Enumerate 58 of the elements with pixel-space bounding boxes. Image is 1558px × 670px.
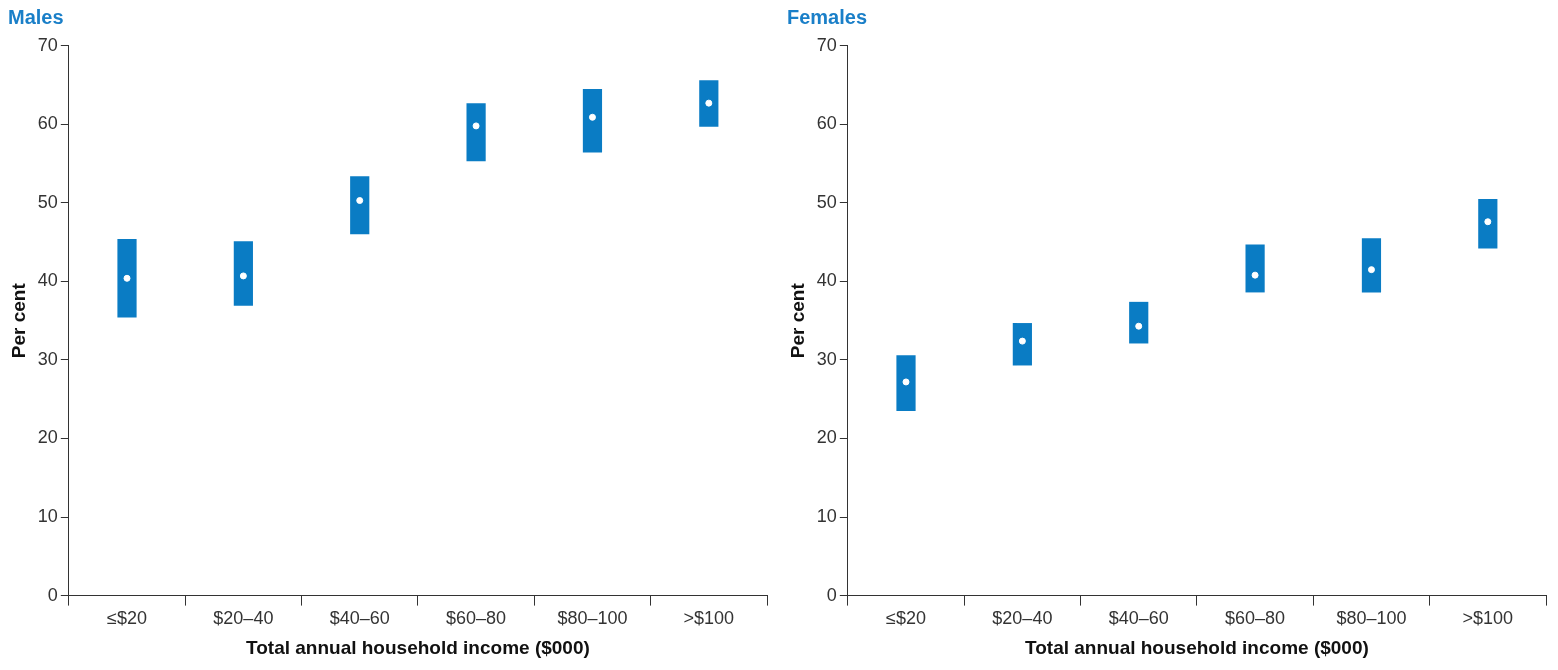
y-tick-label: 10 [816,506,837,527]
bar [1478,198,1498,249]
y-tick-label: 50 [37,191,58,212]
x-tick-label: ≤$20 [886,608,926,629]
y-axis-title: Per cent [7,282,29,359]
x-tick-label: $80–100 [557,608,628,629]
point [123,274,131,282]
bar [233,241,253,306]
x-tick-label: $40–60 [1108,608,1169,629]
y-tick-label: 20 [37,427,58,448]
point [356,197,364,205]
point [1251,271,1259,279]
point [1367,266,1375,274]
x-axis-title: Total annual household income ($000) [246,636,590,658]
bar [582,89,603,153]
y-tick-label: 0 [47,584,58,605]
y-tick-label: 40 [816,270,837,291]
y-tick-label: 60 [37,113,58,134]
point [1135,322,1143,330]
x-tick-label: $20–40 [992,608,1053,629]
bar [1361,238,1382,293]
x-tick-label: $60–80 [1225,608,1286,629]
bar [896,355,916,412]
x-tick-label: >$100 [683,608,735,629]
x-tick-label: $60–80 [446,608,507,629]
x-tick-label: $20–40 [213,608,274,629]
bar [1012,323,1032,366]
bar [466,103,486,162]
y-tick-label: 40 [37,270,58,291]
y-tick-label: 20 [816,427,837,448]
chart-title: Males [7,5,65,30]
y-tick-label: 30 [37,348,58,369]
x-tick-label: $40–60 [329,608,390,629]
chart-title: Females [786,5,869,30]
point [239,272,247,280]
x-tick-label: ≤$20 [107,608,147,629]
y-tick-label: 70 [816,34,837,55]
bar [117,239,137,318]
y-tick-label: 10 [37,506,58,527]
y-tick-label: 30 [816,348,837,369]
bar [699,80,719,127]
x-axis-title: Total annual household income ($000) [1025,636,1369,658]
point [472,122,480,130]
y-tick-label: 0 [826,584,837,605]
y-tick-label: 70 [37,34,58,55]
x-tick-label: >$100 [1462,608,1514,629]
point [902,378,910,386]
point [588,113,596,121]
y-axis-title: Per cent [786,282,808,359]
point [1484,218,1492,226]
x-tick-label: $80–100 [1336,608,1407,629]
point [705,99,713,107]
y-tick-label: 60 [816,113,837,134]
bar [1245,244,1265,293]
point [1018,337,1026,345]
bar [350,176,370,235]
bar [1129,301,1149,344]
y-tick-label: 50 [816,191,837,212]
